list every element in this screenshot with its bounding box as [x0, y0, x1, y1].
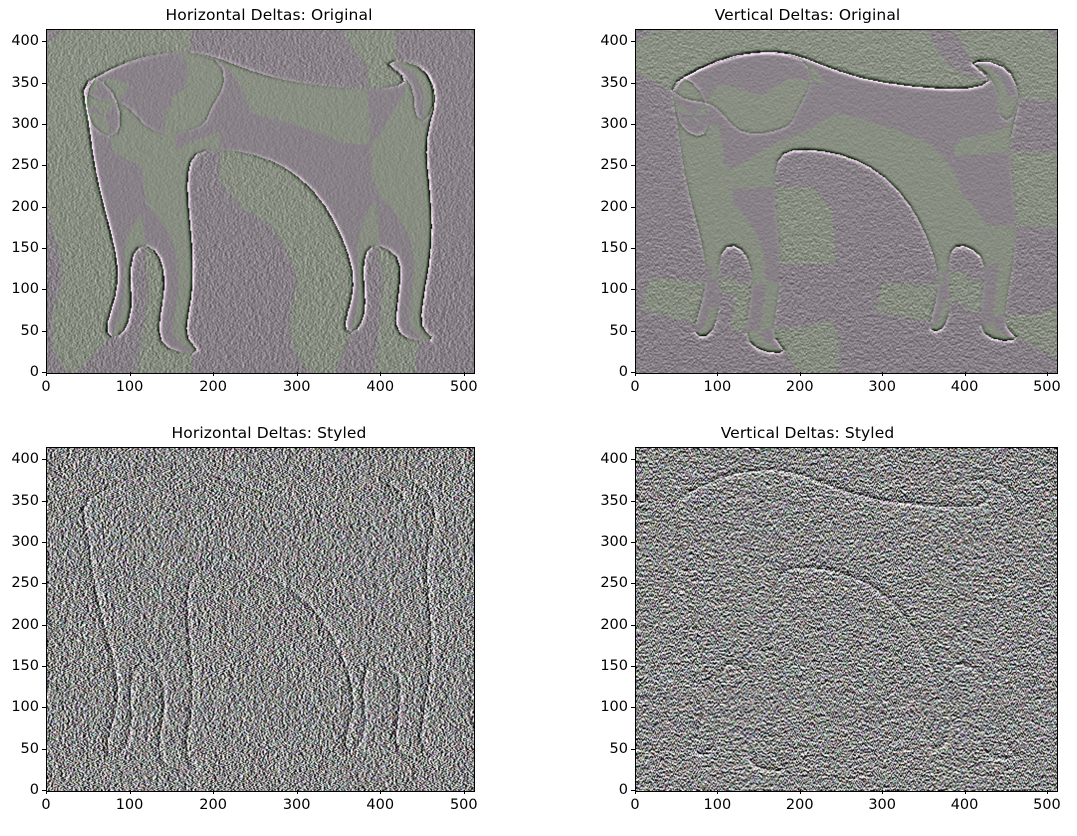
image-axes[interactable] [46, 447, 475, 792]
y-axis-tick-label: 400 [11, 451, 39, 468]
y-axis-tick-label: 0 [618, 364, 628, 380]
y-axis-tick-label: 50 [20, 740, 39, 757]
y-axis-tick-label: 0 [618, 782, 628, 798]
y-axis-tick-label: 300 [11, 534, 39, 551]
y-axis-tick-label: 0 [29, 364, 39, 380]
subplot-horizontal-deltas-original: Horizontal Deltas: Original 0 50 100 150 200… [0, 0, 538, 418]
y-axis-tick-label: 300 [600, 116, 628, 133]
x-axis-tick-label: 200 [199, 797, 227, 813]
image-axes[interactable] [635, 29, 1058, 374]
y-axis-tick-label: 200 [11, 616, 39, 633]
y-axis-tick-label: 350 [11, 492, 39, 509]
delta-image [636, 30, 1057, 373]
y-axis-tick-label: 150 [600, 658, 628, 675]
y-axis-tick-label: 200 [600, 616, 628, 633]
y-axis-tick-label: 350 [11, 74, 39, 91]
subplot-title: Horizontal Deltas: Original [165, 6, 373, 24]
subplot-vertical-deltas-original: Vertical Deltas: Original 0 50 100 150 200 25… [538, 0, 1077, 418]
y-axis-tick-label: 100 [11, 281, 39, 298]
delta-image [636, 448, 1057, 791]
x-axis-tick-label: 0 [41, 797, 51, 813]
delta-image [47, 448, 474, 791]
x-axis-tick-label: 100 [115, 797, 144, 813]
y-axis-tick-label: 100 [11, 699, 39, 716]
x-axis-tick-label: 300 [282, 379, 311, 395]
x-axis-tick-label: 100 [703, 797, 732, 813]
y-axis-tick-label: 250 [600, 575, 628, 592]
y-axis-tick-label: 100 [600, 699, 628, 716]
y-axis-tick-label: 250 [11, 157, 39, 174]
y-axis-tick-label: 150 [600, 240, 628, 257]
image-axes[interactable] [635, 447, 1058, 792]
y-axis-tick-label: 150 [11, 240, 39, 257]
y-axis-tick-label: 50 [609, 740, 628, 757]
y-axis-tick-label: 300 [600, 534, 628, 551]
x-axis-tick-label: 200 [785, 379, 814, 395]
y-axis-tick-label: 50 [20, 322, 39, 339]
x-axis-tick-label: 400 [950, 379, 979, 395]
y-axis-tick-label: 400 [11, 33, 39, 50]
x-axis-tick-label: 300 [868, 379, 896, 395]
y-axis-tick-label: 200 [11, 198, 39, 215]
x-axis-tick-label: 500 [1033, 379, 1061, 395]
x-axis-tick-label: 0 [41, 379, 51, 395]
y-axis-tick-label: 250 [600, 157, 628, 174]
image-axes[interactable] [46, 29, 475, 374]
x-axis-tick-label: 500 [449, 797, 478, 813]
subplot-title: Vertical Deltas: Styled [720, 424, 895, 442]
x-axis-tick-label: 400 [366, 797, 395, 813]
x-axis-tick-label: 200 [785, 797, 814, 813]
x-axis-tick-label: 0 [630, 797, 640, 813]
x-axis-tick-label: 500 [449, 379, 478, 395]
y-axis-tick-label: 400 [600, 451, 628, 468]
x-axis-tick-label: 0 [630, 379, 640, 395]
x-axis-tick-label: 300 [868, 797, 896, 813]
y-axis-tick-label: 100 [600, 281, 628, 298]
y-axis-tick-label: 350 [600, 492, 628, 509]
x-axis-tick-label: 200 [199, 379, 227, 395]
subplot-title: Horizontal Deltas: Styled [171, 424, 367, 442]
x-axis-tick-label: 400 [950, 797, 979, 813]
y-axis-tick-label: 150 [11, 658, 39, 675]
delta-image [47, 30, 474, 373]
x-axis-tick-label: 400 [366, 379, 395, 395]
x-axis-tick-label: 100 [115, 379, 144, 395]
subplot-title: Vertical Deltas: Original [714, 6, 901, 24]
subplot-horizontal-deltas-styled: Horizontal Deltas: Styled 0 50 100 150 200 25… [0, 418, 538, 836]
y-axis-tick-label: 400 [600, 33, 628, 50]
y-axis-tick-label: 0 [29, 782, 39, 798]
y-axis-tick-label: 200 [600, 198, 628, 215]
subplot-vertical-deltas-styled: Vertical Deltas: Styled 0 50 100 150 200 250 3… [538, 418, 1077, 836]
y-axis-tick-label: 350 [600, 74, 628, 91]
x-axis-tick-label: 100 [703, 379, 732, 395]
y-axis-tick-label: 50 [609, 322, 628, 339]
y-axis-tick-label: 300 [11, 116, 39, 133]
y-axis-tick-label: 250 [11, 575, 39, 592]
x-axis-tick-label: 300 [282, 797, 311, 813]
x-axis-tick-label: 500 [1033, 797, 1061, 813]
